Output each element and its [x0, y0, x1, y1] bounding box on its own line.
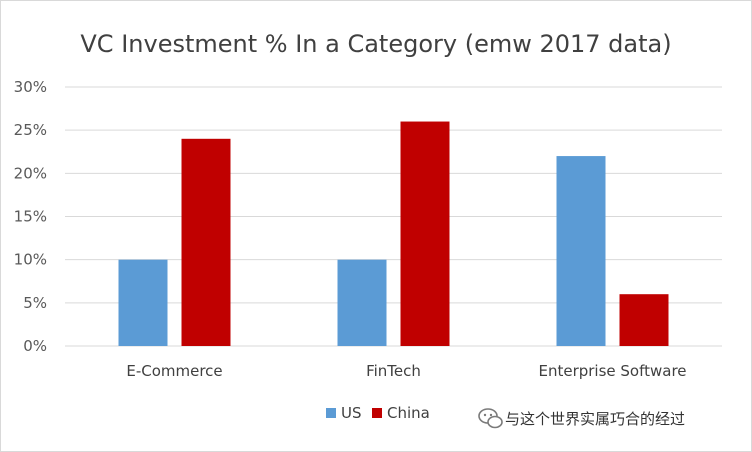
- y-tick-label: 0%: [23, 337, 47, 355]
- legend-swatch-us: [326, 408, 336, 418]
- bar-us-1: [337, 259, 387, 346]
- x-category-label: Enterprise Software: [538, 362, 686, 380]
- bar-us-0: [118, 259, 168, 346]
- x-category-label: FinTech: [366, 362, 421, 380]
- bars: [118, 121, 669, 347]
- legend: US China: [326, 404, 430, 422]
- gridlines: [65, 86, 722, 347]
- y-tick-label: 30%: [14, 78, 47, 96]
- legend-label-china: China: [387, 404, 430, 422]
- chart-title: VC Investment % In a Category (emw 2017 …: [80, 30, 671, 58]
- legend-swatch-china: [372, 408, 382, 418]
- x-axis-categories: E-Commerce FinTech Enterprise Software: [126, 362, 686, 380]
- y-tick-label: 5%: [23, 294, 47, 312]
- y-tick-label: 10%: [14, 251, 47, 269]
- bar-china-0: [181, 138, 231, 346]
- y-tick-label: 15%: [14, 208, 47, 226]
- bar-china-2: [619, 294, 669, 346]
- wechat-icon: [478, 408, 503, 429]
- watermark-text: 与这个世界实属巧合的经过: [505, 410, 685, 428]
- bar-us-2: [556, 156, 606, 346]
- y-tick-label: 25%: [14, 121, 47, 139]
- y-axis-ticks: 0% 5% 10% 15% 20% 25% 30%: [14, 78, 47, 355]
- bar-china-1: [400, 121, 450, 347]
- legend-label-us: US: [341, 404, 362, 422]
- x-category-label: E-Commerce: [126, 362, 222, 380]
- watermark: 与这个世界实属巧合的经过: [478, 408, 685, 429]
- y-tick-label: 20%: [14, 164, 47, 182]
